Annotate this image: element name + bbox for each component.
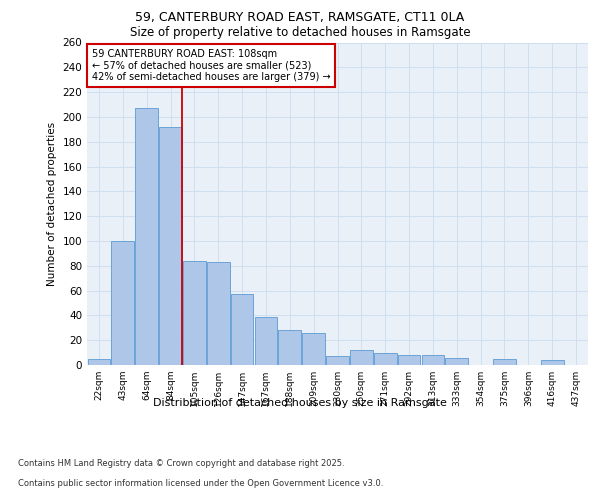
Bar: [183, 261, 206, 365]
Text: Distribution of detached houses by size in Ramsgate: Distribution of detached houses by size …: [153, 398, 447, 407]
Bar: [541, 360, 563, 365]
Bar: [445, 358, 468, 365]
Text: 59, CANTERBURY ROAD EAST, RAMSGATE, CT11 0LA: 59, CANTERBURY ROAD EAST, RAMSGATE, CT11…: [136, 11, 464, 24]
Bar: [112, 241, 134, 365]
Bar: [374, 352, 397, 365]
Bar: [231, 294, 253, 365]
Bar: [493, 359, 516, 365]
Bar: [350, 350, 373, 365]
Bar: [136, 108, 158, 365]
Bar: [422, 355, 444, 365]
Text: Contains HM Land Registry data © Crown copyright and database right 2025.: Contains HM Land Registry data © Crown c…: [18, 458, 344, 468]
Text: Contains public sector information licensed under the Open Government Licence v3: Contains public sector information licen…: [18, 478, 383, 488]
Y-axis label: Number of detached properties: Number of detached properties: [47, 122, 57, 286]
Bar: [207, 262, 230, 365]
Text: 59 CANTERBURY ROAD EAST: 108sqm
← 57% of detached houses are smaller (523)
42% o: 59 CANTERBURY ROAD EAST: 108sqm ← 57% of…: [92, 49, 331, 82]
Bar: [88, 359, 110, 365]
Text: Size of property relative to detached houses in Ramsgate: Size of property relative to detached ho…: [130, 26, 470, 39]
Bar: [326, 356, 349, 365]
Bar: [159, 127, 182, 365]
Bar: [302, 333, 325, 365]
Bar: [278, 330, 301, 365]
Bar: [398, 355, 421, 365]
Bar: [254, 316, 277, 365]
